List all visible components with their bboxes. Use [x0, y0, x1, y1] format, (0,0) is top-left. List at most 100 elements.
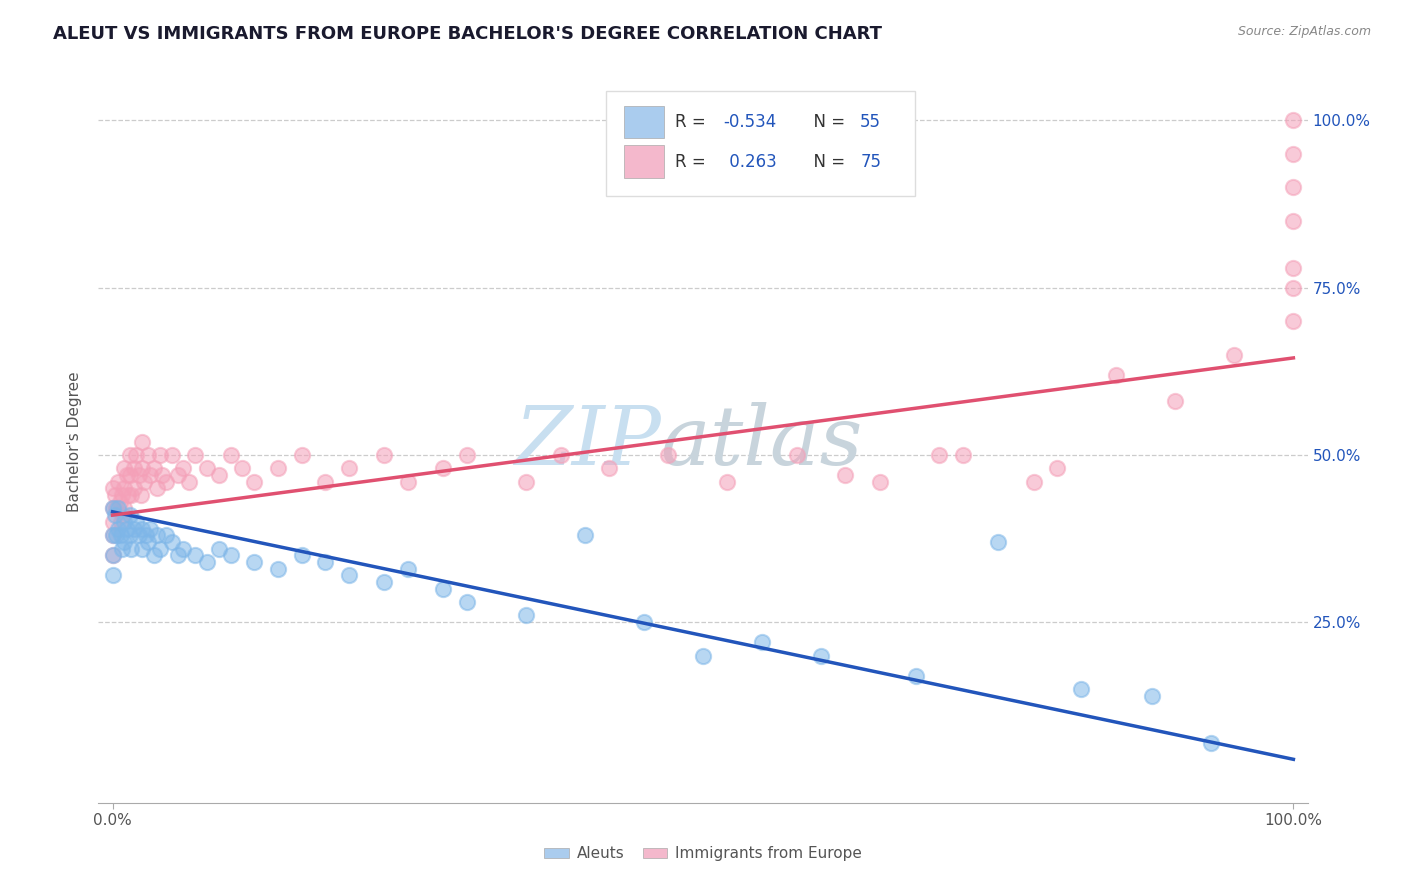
Immigrants from Europe — [1282, 214, 1305, 228]
Aleuts — [692, 648, 714, 663]
Aleuts — [111, 541, 134, 556]
Immigrants from Europe — [208, 467, 231, 482]
Immigrants from Europe — [396, 475, 419, 489]
Aleuts — [290, 548, 312, 563]
Immigrants from Europe — [550, 448, 572, 462]
Immigrants from Europe — [101, 482, 124, 496]
Aleuts — [456, 595, 478, 609]
Immigrants from Europe — [110, 515, 132, 529]
Immigrants from Europe — [101, 548, 124, 563]
Immigrants from Europe — [219, 448, 242, 462]
Aleuts — [987, 535, 1010, 549]
Aleuts — [142, 548, 165, 563]
Aleuts — [172, 541, 194, 556]
Immigrants from Europe — [142, 461, 165, 475]
Immigrants from Europe — [179, 475, 201, 489]
Aleuts — [515, 608, 537, 623]
Immigrants from Europe — [314, 475, 336, 489]
Text: 75: 75 — [860, 153, 882, 171]
Immigrants from Europe — [108, 494, 131, 508]
Aleuts — [115, 521, 138, 535]
Immigrants from Europe — [267, 461, 290, 475]
Text: N =: N = — [803, 113, 851, 131]
Immigrants from Europe — [337, 461, 360, 475]
Immigrants from Europe — [122, 482, 145, 496]
Immigrants from Europe — [184, 448, 207, 462]
Immigrants from Europe — [112, 482, 135, 496]
Immigrants from Europe — [1282, 113, 1305, 128]
Immigrants from Europe — [1282, 314, 1305, 328]
Immigrants from Europe — [598, 461, 620, 475]
Immigrants from Europe — [101, 501, 124, 516]
Aleuts — [1140, 689, 1163, 703]
FancyBboxPatch shape — [624, 105, 664, 138]
Aleuts — [166, 548, 188, 563]
Aleuts — [155, 528, 177, 542]
Immigrants from Europe — [120, 467, 142, 482]
Immigrants from Europe — [112, 461, 135, 475]
Text: -0.534: -0.534 — [724, 113, 776, 131]
Aleuts — [751, 635, 773, 649]
Immigrants from Europe — [1046, 461, 1069, 475]
Text: 0.263: 0.263 — [724, 153, 776, 171]
Aleuts — [136, 535, 159, 549]
Aleuts — [267, 562, 290, 576]
Aleuts — [107, 521, 129, 535]
Y-axis label: Bachelor's Degree: Bachelor's Degree — [67, 371, 83, 512]
Immigrants from Europe — [290, 448, 312, 462]
Immigrants from Europe — [128, 467, 150, 482]
Immigrants from Europe — [456, 448, 478, 462]
Aleuts — [243, 555, 266, 569]
Text: 55: 55 — [860, 113, 882, 131]
Aleuts — [904, 669, 927, 683]
Immigrants from Europe — [243, 475, 266, 489]
Immigrants from Europe — [101, 528, 124, 542]
Aleuts — [373, 575, 395, 590]
Text: R =: R = — [675, 113, 711, 131]
Immigrants from Europe — [149, 448, 172, 462]
Immigrants from Europe — [928, 448, 950, 462]
Immigrants from Europe — [786, 448, 808, 462]
Immigrants from Europe — [120, 448, 142, 462]
Immigrants from Europe — [166, 467, 188, 482]
Immigrants from Europe — [952, 448, 974, 462]
Aleuts — [337, 568, 360, 582]
Aleuts — [432, 582, 454, 596]
Aleuts — [195, 555, 218, 569]
Immigrants from Europe — [1022, 475, 1045, 489]
Aleuts — [120, 508, 142, 523]
Immigrants from Europe — [1282, 147, 1305, 161]
Immigrants from Europe — [716, 475, 738, 489]
Immigrants from Europe — [107, 475, 129, 489]
Aleuts — [125, 515, 148, 529]
Aleuts — [101, 548, 124, 563]
Immigrants from Europe — [1223, 348, 1246, 362]
Aleuts — [219, 548, 242, 563]
Immigrants from Europe — [111, 488, 134, 502]
Aleuts — [121, 541, 143, 556]
Aleuts — [633, 615, 655, 630]
Immigrants from Europe — [125, 448, 148, 462]
Aleuts — [1070, 682, 1092, 697]
Immigrants from Europe — [112, 501, 135, 516]
Immigrants from Europe — [1164, 394, 1187, 409]
Aleuts — [112, 515, 135, 529]
Aleuts — [112, 535, 135, 549]
Immigrants from Europe — [112, 508, 135, 523]
Immigrants from Europe — [231, 461, 253, 475]
Aleuts — [160, 535, 183, 549]
Text: ZIP: ZIP — [513, 401, 661, 482]
Immigrants from Europe — [105, 501, 128, 516]
Aleuts — [107, 501, 129, 516]
Immigrants from Europe — [172, 461, 194, 475]
Immigrants from Europe — [160, 448, 183, 462]
Immigrants from Europe — [122, 461, 145, 475]
Immigrants from Europe — [146, 482, 169, 496]
Text: R =: R = — [675, 153, 711, 171]
Immigrants from Europe — [869, 475, 891, 489]
Immigrants from Europe — [129, 488, 152, 502]
Aleuts — [122, 521, 145, 535]
FancyBboxPatch shape — [624, 145, 664, 178]
Immigrants from Europe — [131, 434, 153, 449]
Immigrants from Europe — [515, 475, 537, 489]
